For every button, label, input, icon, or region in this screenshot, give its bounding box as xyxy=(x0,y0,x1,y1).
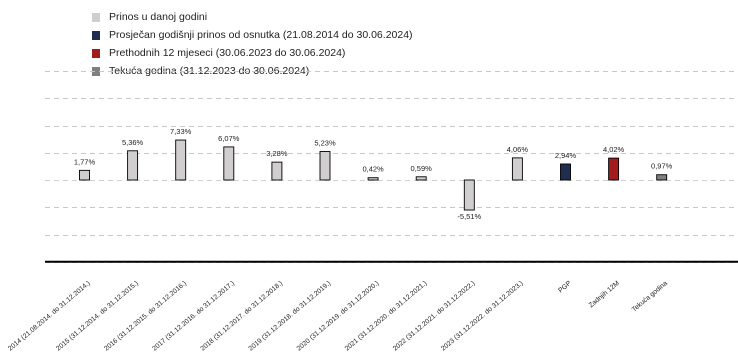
bar xyxy=(79,169,90,181)
data-label: 0,59% xyxy=(411,164,433,173)
bar xyxy=(560,163,571,181)
x-tick-label: 2020 (31.12.2019. do 31.12.2020.) xyxy=(296,280,381,353)
data-label: 0,42% xyxy=(362,165,384,174)
legend-swatch-12m xyxy=(92,48,100,58)
legend-item-12m: Prethodnih 12 mjeseci (30.06.2023 do 30.… xyxy=(92,44,413,62)
bar xyxy=(319,151,331,181)
legend-swatch-ytd xyxy=(92,66,100,76)
x-tick-label: 2023 (31.12.2022. do 31.12.2023.) xyxy=(440,280,525,353)
data-label: 0,97% xyxy=(651,162,673,171)
data-label: 4,06% xyxy=(507,145,529,154)
legend-swatch-annual xyxy=(92,12,100,22)
x-tick-label: 2019 (31.12.2018. do 31.12.2019.) xyxy=(248,280,333,353)
gridlines xyxy=(45,71,738,263)
bar xyxy=(127,150,139,181)
bar xyxy=(656,174,668,181)
data-label: 5,23% xyxy=(314,138,336,147)
x-tick-label: 2015 (31.12.2014. do 31.12.2015.) xyxy=(55,280,140,353)
data-label: -5,51% xyxy=(457,212,481,221)
x-tick-label: 2014 (21.08.2014. do 31.12.2014.) xyxy=(7,280,92,353)
legend-swatch-pgp xyxy=(92,30,100,40)
legend-label-annual: Prinos u danoj godini xyxy=(109,11,208,23)
legend-label-12m: Prethodnih 12 mjeseci (30.06.2023 do 30.… xyxy=(109,47,346,59)
bar xyxy=(271,161,283,181)
x-tick-label: 2018 (31.12.2017. do 31.12.2018.) xyxy=(199,280,284,353)
data-label: 6,07% xyxy=(218,134,240,143)
value-labels: 1,77% 5,36% 7,33% 6,07% 3,28% 5,23% 0,42% 0,59%… xyxy=(74,127,673,221)
data-label: 4,02% xyxy=(603,145,625,154)
x-tick-label: 2017 (31.12.2016. do 31.12.2017.) xyxy=(151,280,236,353)
x-tick-label: 2021 (31.12.2020. do 31.12.2021.) xyxy=(344,280,429,353)
data-label: 2,94% xyxy=(555,151,577,160)
x-tick-label: 2022 (31.12.2021. do 31.12.2022.) xyxy=(392,280,477,353)
x-tick-labels: 2014 (21.08.2014. do 31.12.2014.)2015 (3… xyxy=(7,280,669,353)
x-tick-label: Zadnjih 12M xyxy=(588,280,621,310)
bar xyxy=(175,139,187,181)
x-tick-label: 2016 (31.12.2015. do 31.12.2016.) xyxy=(103,280,188,353)
legend-item-pgp: Prosječan godišnji prinos od osnutka (21… xyxy=(92,26,413,44)
bar xyxy=(367,177,379,181)
x-tick-label: PGP xyxy=(557,280,573,295)
bar xyxy=(463,179,475,211)
bar xyxy=(223,146,235,181)
data-label: 7,33% xyxy=(170,127,192,136)
bar xyxy=(511,157,523,181)
data-label: 5,36% xyxy=(122,138,144,147)
bar xyxy=(608,157,620,181)
x-tick-label: Tekuća godina xyxy=(631,280,669,314)
data-label: 1,77% xyxy=(74,157,96,166)
data-label: 3,28% xyxy=(266,149,288,158)
legend-item-annual: Prinos u danoj godini xyxy=(92,8,413,26)
bars xyxy=(79,139,668,211)
legend-label-pgp: Prosječan godišnji prinos od osnutka (21… xyxy=(109,29,413,41)
bar xyxy=(415,176,427,181)
